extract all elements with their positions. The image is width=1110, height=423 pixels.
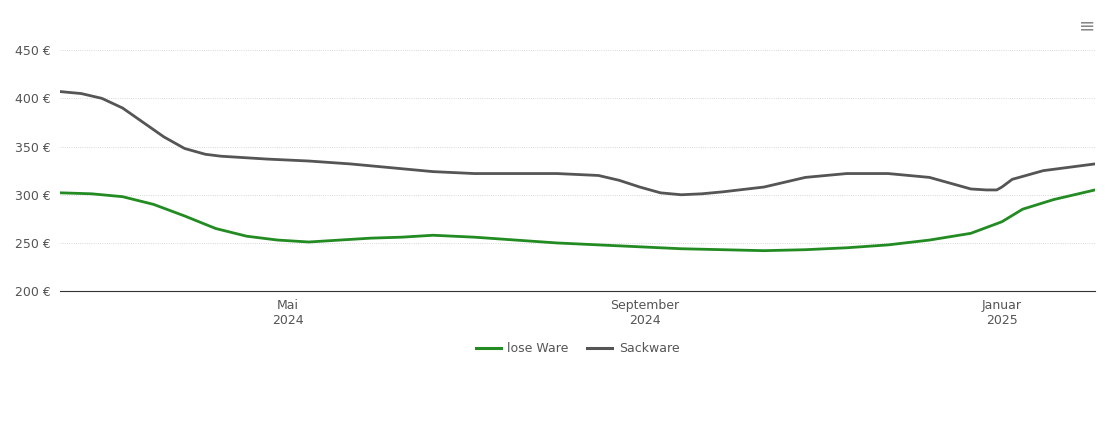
Legend: lose Ware, Sackware: lose Ware, Sackware: [471, 337, 685, 360]
Text: ≡: ≡: [1079, 16, 1094, 36]
